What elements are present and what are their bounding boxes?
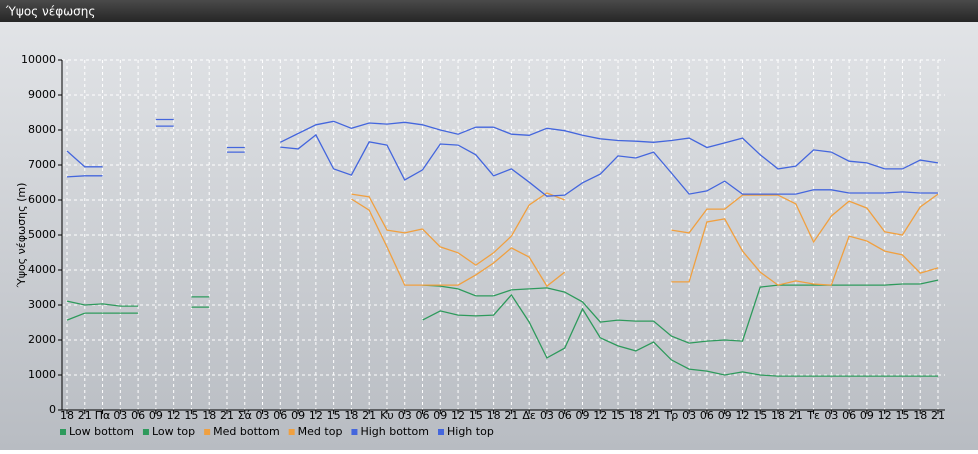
x-tick-label: 03 [113,409,127,422]
x-tick-label: Τρ [664,409,679,422]
x-tick-label: Δε [522,409,536,422]
x-tick-label: 21 [362,409,376,422]
x-tick-label: 18 [771,409,785,422]
x-tick-label: 12 [735,409,749,422]
x-tick-label: 15 [611,409,625,422]
legend-label: Low bottom [69,425,134,438]
series-line [351,198,939,288]
title-bar: Ύψος νέφωσης [0,0,978,22]
y-tick-label: 8000 [28,123,56,136]
legend-label: Med top [298,425,343,438]
series-line [66,293,938,377]
legend-marker [288,429,295,435]
x-tick-label: Πα [95,409,111,422]
series-line [66,279,939,344]
x-tick-label: 03 [256,409,270,422]
window-title: Ύψος νέφωσης [5,5,95,19]
x-tick-label: 12 [309,409,323,422]
x-tick-label: 09 [860,409,874,422]
x-tick-label: 12 [451,409,465,422]
x-tick-label: 06 [558,409,572,422]
legend-marker [351,429,358,435]
y-tick-label: 9000 [28,88,56,101]
x-tick-label: 06 [131,409,145,422]
y-tick-label: 0 [49,403,56,416]
x-tick-label: 18 [344,409,358,422]
legend-label: Low top [152,425,195,438]
legend-label: Med bottom [213,425,280,438]
x-tick-label: 03 [398,409,412,422]
title-bar-bg [0,0,978,22]
x-tick-label: 03 [824,409,838,422]
x-tick-label: Κυ [380,409,394,422]
x-tick-label: 12 [878,409,892,422]
y-tick-label: 1000 [28,368,56,381]
x-tick-label: 21 [789,409,803,422]
x-tick-label: 06 [842,409,856,422]
series-line [351,192,939,266]
legend-marker [142,429,149,435]
series-line [66,125,938,197]
x-tick-label: 09 [718,409,732,422]
x-tick-label: 06 [700,409,714,422]
legend-label: High top [447,425,494,438]
x-tick-label: 15 [895,409,909,422]
legend-marker [438,429,444,435]
x-tick-label: 12 [593,409,607,422]
x-tick-label: Τε [806,409,820,422]
x-tick-label: 18 [202,409,216,422]
x-tick-label: 18 [487,409,501,422]
y-axis-label: Ύψος νέφωσης (m) [15,183,28,289]
x-tick-label: 09 [149,409,163,422]
x-tick-label: 21 [78,409,92,422]
x-tick-label: 18 [60,409,74,422]
y-tick-label: 5000 [28,228,56,241]
y-tick-label: 4000 [28,263,56,276]
legend-label: High bottom [360,425,429,438]
x-tick-label: 21 [931,409,945,422]
legend-marker [204,429,211,435]
x-tick-label: 12 [167,409,181,422]
x-tick-label: 15 [753,409,767,422]
series-line [66,118,939,170]
x-tick-label: 03 [540,409,554,422]
y-tick-label: 3000 [28,298,56,311]
x-tick-label: 21 [220,409,234,422]
y-tick-label: 7000 [28,158,56,171]
x-tick-label: 09 [433,409,447,422]
x-tick-label: 06 [273,409,287,422]
x-tick-label: 21 [647,409,661,422]
y-tick-label: 2000 [28,333,56,346]
x-tick-label: 18 [629,409,643,422]
x-tick-label: 15 [184,409,198,422]
y-tick-label: 10000 [21,53,56,66]
x-tick-label: 15 [327,409,341,422]
legend-marker [60,429,66,435]
x-tick-label: 09 [575,409,589,422]
y-tick-label: 6000 [28,193,56,206]
x-tick-label: Σά [238,409,252,422]
x-tick-label: 18 [913,409,927,422]
x-tick-label: 21 [504,409,518,422]
x-tick-label: 15 [469,409,483,422]
x-tick-label: 06 [416,409,430,422]
x-tick-label: 09 [291,409,305,422]
x-tick-label: 03 [682,409,696,422]
